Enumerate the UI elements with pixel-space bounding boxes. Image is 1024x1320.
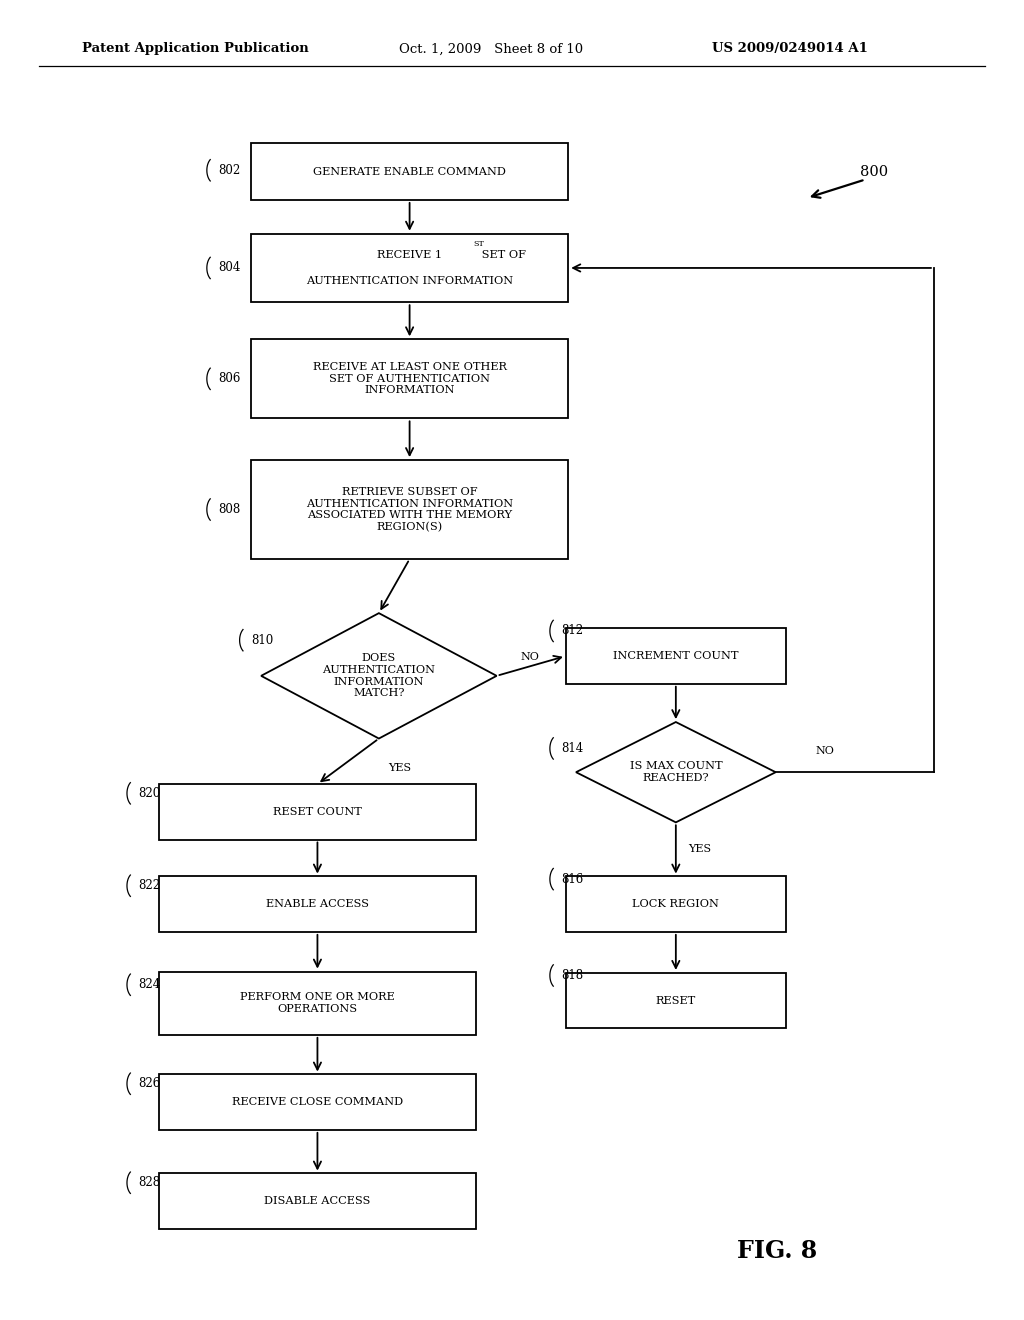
FancyBboxPatch shape <box>565 876 786 932</box>
Text: ENABLE ACCESS: ENABLE ACCESS <box>266 899 369 909</box>
Text: Oct. 1, 2009   Sheet 8 of 10: Oct. 1, 2009 Sheet 8 of 10 <box>399 42 584 55</box>
Text: 818: 818 <box>561 969 584 982</box>
Text: 822: 822 <box>138 879 161 892</box>
Text: NO: NO <box>520 652 539 663</box>
FancyBboxPatch shape <box>159 972 476 1035</box>
Text: RECEIVE CLOSE COMMAND: RECEIVE CLOSE COMMAND <box>231 1097 403 1107</box>
Text: RESET: RESET <box>655 995 696 1006</box>
FancyBboxPatch shape <box>159 876 476 932</box>
Text: AUTHENTICATION INFORMATION: AUTHENTICATION INFORMATION <box>306 276 513 286</box>
Text: US 2009/0249014 A1: US 2009/0249014 A1 <box>712 42 867 55</box>
FancyBboxPatch shape <box>251 143 568 199</box>
Text: SET OF: SET OF <box>478 249 526 260</box>
Text: GENERATE ENABLE COMMAND: GENERATE ENABLE COMMAND <box>313 166 506 177</box>
Text: 808: 808 <box>218 503 241 516</box>
Text: 804: 804 <box>218 261 241 275</box>
Text: 806: 806 <box>218 372 241 385</box>
Polygon shape <box>261 612 497 739</box>
Text: ST: ST <box>473 240 484 248</box>
Text: 826: 826 <box>138 1077 161 1090</box>
Text: YES: YES <box>388 763 411 772</box>
FancyBboxPatch shape <box>565 628 786 684</box>
Text: 816: 816 <box>561 873 584 886</box>
Text: 824: 824 <box>138 978 161 991</box>
Text: RESET COUNT: RESET COUNT <box>273 807 361 817</box>
Text: PERFORM ONE OR MORE
OPERATIONS: PERFORM ONE OR MORE OPERATIONS <box>240 993 395 1014</box>
FancyBboxPatch shape <box>159 1074 476 1130</box>
Text: Patent Application Publication: Patent Application Publication <box>82 42 308 55</box>
Text: 812: 812 <box>561 624 584 638</box>
Text: INCREMENT COUNT: INCREMENT COUNT <box>613 651 738 661</box>
Text: 810: 810 <box>251 634 273 647</box>
FancyBboxPatch shape <box>251 461 568 560</box>
FancyBboxPatch shape <box>565 973 786 1028</box>
Text: 820: 820 <box>138 787 161 800</box>
Text: RECEIVE AT LEAST ONE OTHER
SET OF AUTHENTICATION
INFORMATION: RECEIVE AT LEAST ONE OTHER SET OF AUTHEN… <box>312 362 507 396</box>
Polygon shape <box>575 722 776 822</box>
Text: YES: YES <box>688 843 711 854</box>
Text: 828: 828 <box>138 1176 161 1189</box>
Text: NO: NO <box>815 746 835 756</box>
FancyBboxPatch shape <box>159 1173 476 1229</box>
Text: DOES
AUTHENTICATION
INFORMATION
MATCH?: DOES AUTHENTICATION INFORMATION MATCH? <box>323 653 435 698</box>
Text: RECEIVE 1: RECEIVE 1 <box>377 249 442 260</box>
Text: 800: 800 <box>860 165 888 178</box>
Text: RETRIEVE SUBSET OF
AUTHENTICATION INFORMATION
ASSOCIATED WITH THE MEMORY
REGION(: RETRIEVE SUBSET OF AUTHENTICATION INFORM… <box>306 487 513 532</box>
Text: FIG. 8: FIG. 8 <box>737 1239 817 1263</box>
Text: DISABLE ACCESS: DISABLE ACCESS <box>264 1196 371 1206</box>
Text: 802: 802 <box>218 164 241 177</box>
FancyBboxPatch shape <box>251 234 568 302</box>
Text: LOCK REGION: LOCK REGION <box>633 899 719 909</box>
Text: 814: 814 <box>561 742 584 755</box>
FancyBboxPatch shape <box>159 784 476 840</box>
FancyBboxPatch shape <box>251 339 568 418</box>
Text: IS MAX COUNT
REACHED?: IS MAX COUNT REACHED? <box>630 762 722 783</box>
